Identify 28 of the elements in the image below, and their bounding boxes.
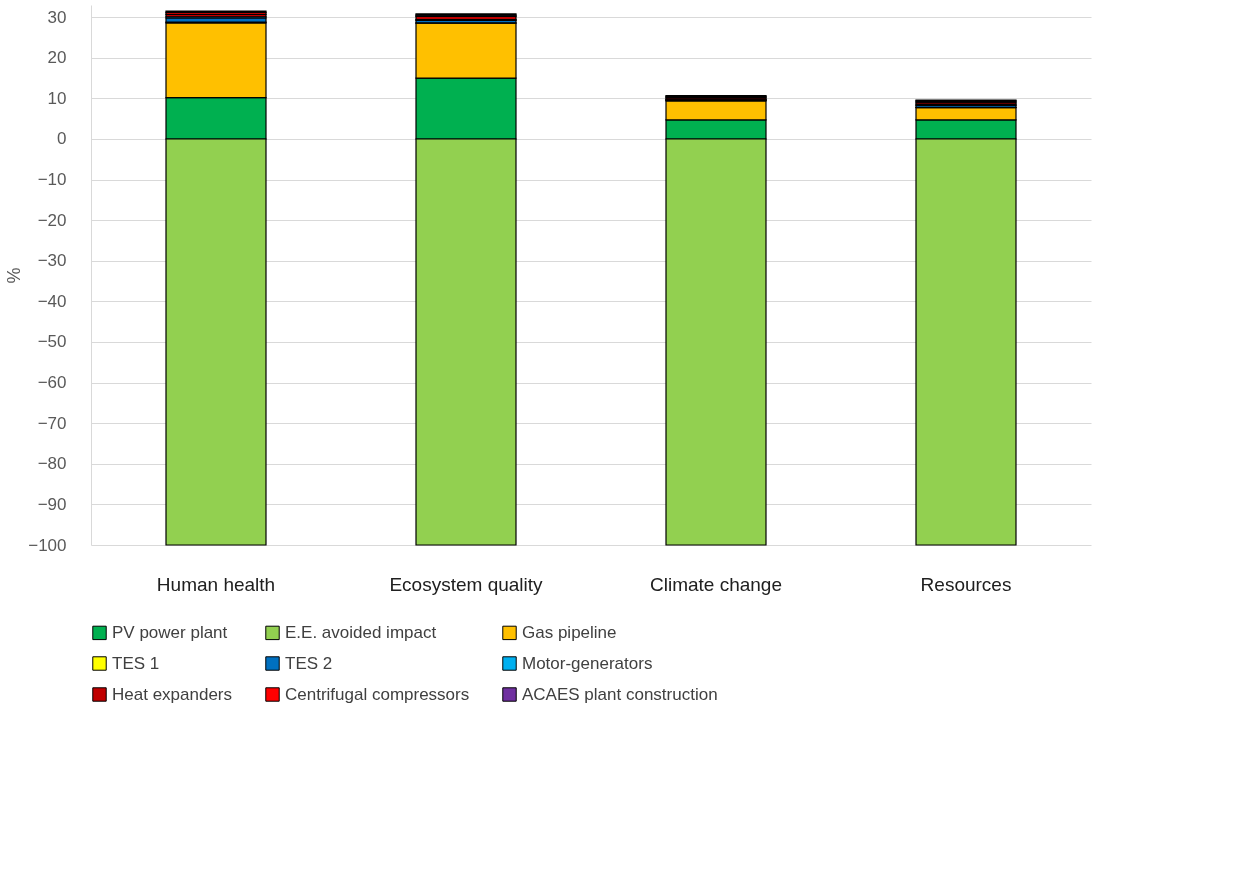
- legend-label: E.E. avoided impact: [285, 622, 437, 642]
- y-axis-title: %: [4, 267, 25, 284]
- y-tick-label: −10: [37, 170, 67, 190]
- legend-label: TES 2: [285, 653, 333, 673]
- legend-label: Gas pipeline: [522, 622, 617, 642]
- legend-label: Heat expanders: [112, 684, 233, 704]
- legend-label: Motor-generators: [522, 653, 653, 673]
- y-tick-label: 30: [47, 7, 67, 27]
- x-tick-label: Human health: [156, 573, 276, 595]
- y-tick-label: −70: [37, 413, 67, 433]
- x-tick-label: Climate change: [649, 573, 783, 595]
- y-tick-label: −40: [37, 291, 67, 311]
- x-tick-label: Ecosystem quality: [389, 573, 544, 595]
- y-tick-label: −80: [37, 454, 67, 474]
- y-tick-label: −60: [37, 373, 67, 393]
- y-tick-label: −30: [37, 251, 67, 271]
- y-tick-label: −50: [37, 332, 67, 352]
- legend-label: TES 1: [112, 653, 160, 673]
- x-tick-label: Resources: [920, 573, 1012, 595]
- legend-label: ACAES plant construction: [522, 684, 718, 704]
- y-tick-label: 0: [57, 129, 67, 149]
- y-tick-label: −20: [37, 210, 67, 230]
- y-tick-label: −100: [28, 535, 67, 555]
- legend-label: Centrifugal compressors: [285, 684, 470, 704]
- y-tick-label: 20: [47, 48, 67, 68]
- y-tick-label: 10: [47, 88, 67, 108]
- legend-label: PV power plant: [112, 622, 228, 642]
- y-tick-label: −90: [37, 494, 67, 514]
